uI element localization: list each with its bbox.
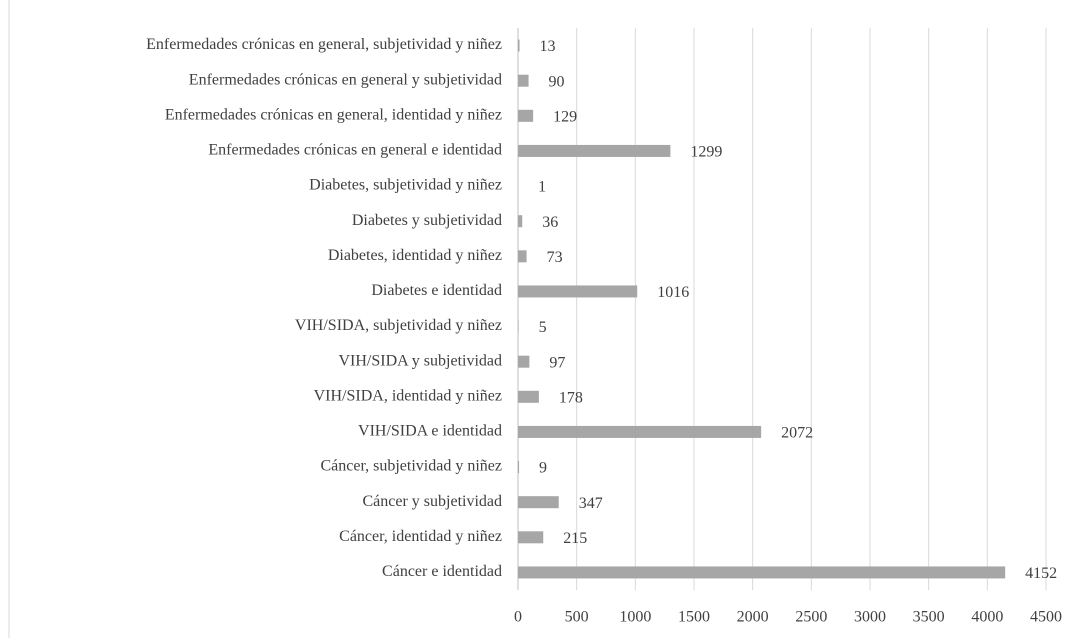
x-tick-label: 3000 xyxy=(854,609,886,626)
bar xyxy=(518,531,544,544)
y-tick-label: VIH/SIDA, identidad y niñez xyxy=(314,387,502,404)
y-tick-label: Diabetes e identidad xyxy=(371,282,502,299)
y-tick-label: Cáncer, subjetividad y niñez xyxy=(320,458,502,475)
bar xyxy=(518,355,530,368)
value-label: 1299 xyxy=(690,144,722,161)
value-label: 5 xyxy=(539,319,547,336)
bar xyxy=(518,425,762,438)
x-tick-label: 500 xyxy=(565,609,589,626)
value-label: 215 xyxy=(563,530,587,547)
x-tick-label: 2000 xyxy=(737,609,769,626)
value-label: 9 xyxy=(539,460,547,477)
value-label: 90 xyxy=(549,73,565,90)
y-tick-label: Enfermedades crónicas en general, identi… xyxy=(165,106,502,123)
y-tick-label: VIH/SIDA e identidad xyxy=(358,423,502,440)
value-label: 73 xyxy=(547,249,563,266)
bar xyxy=(518,215,523,228)
y-tick-label: Enfermedades crónicas en general e ident… xyxy=(208,142,502,159)
x-tick-label: 1500 xyxy=(678,609,710,626)
value-label: 1016 xyxy=(657,284,689,301)
bar xyxy=(518,496,559,509)
value-label: 4152 xyxy=(1025,565,1057,582)
bar xyxy=(518,285,638,298)
y-tick-label: Diabetes y subjetividad xyxy=(352,212,502,229)
y-tick-label: Cáncer e identidad xyxy=(382,563,502,580)
bar xyxy=(518,74,529,87)
bar xyxy=(518,390,539,403)
y-tick-label: Enfermedades crónicas en general y subje… xyxy=(189,71,502,88)
y-tick-label: VIH/SIDA y subjetividad xyxy=(338,352,502,369)
y-tick-label: Cáncer y subjetividad xyxy=(362,493,502,510)
bar xyxy=(518,461,520,474)
bar xyxy=(518,109,534,122)
value-label: 178 xyxy=(559,389,583,406)
value-label: 1 xyxy=(538,179,546,196)
bar xyxy=(518,320,519,333)
y-tick-label: Enfermedades crónicas en general, subjet… xyxy=(146,36,502,53)
value-label: 13 xyxy=(540,38,556,55)
x-tick-label: 1000 xyxy=(619,609,651,626)
bar xyxy=(518,250,527,263)
y-tick-label: VIH/SIDA, subjetividad y niñez xyxy=(295,317,502,334)
y-tick-label: Diabetes, identidad y niñez xyxy=(328,247,502,264)
x-tick-label: 4500 xyxy=(1030,609,1062,626)
bar xyxy=(518,39,520,52)
x-tick-label: 2500 xyxy=(795,609,827,626)
y-tick-label: Cáncer, identidad y niñez xyxy=(339,528,502,545)
x-tick-label: 3500 xyxy=(913,609,945,626)
y-tick-label: Diabetes, subjetividad y niñez xyxy=(309,177,502,194)
value-label: 129 xyxy=(553,108,577,125)
value-label: 97 xyxy=(549,354,565,371)
value-label: 347 xyxy=(579,495,603,512)
x-tick-label: 0 xyxy=(514,609,522,626)
value-label: 36 xyxy=(542,214,558,231)
value-label: 2072 xyxy=(781,425,813,442)
bar xyxy=(518,144,671,157)
bar xyxy=(518,566,1006,579)
x-tick-label: 4000 xyxy=(971,609,1003,626)
